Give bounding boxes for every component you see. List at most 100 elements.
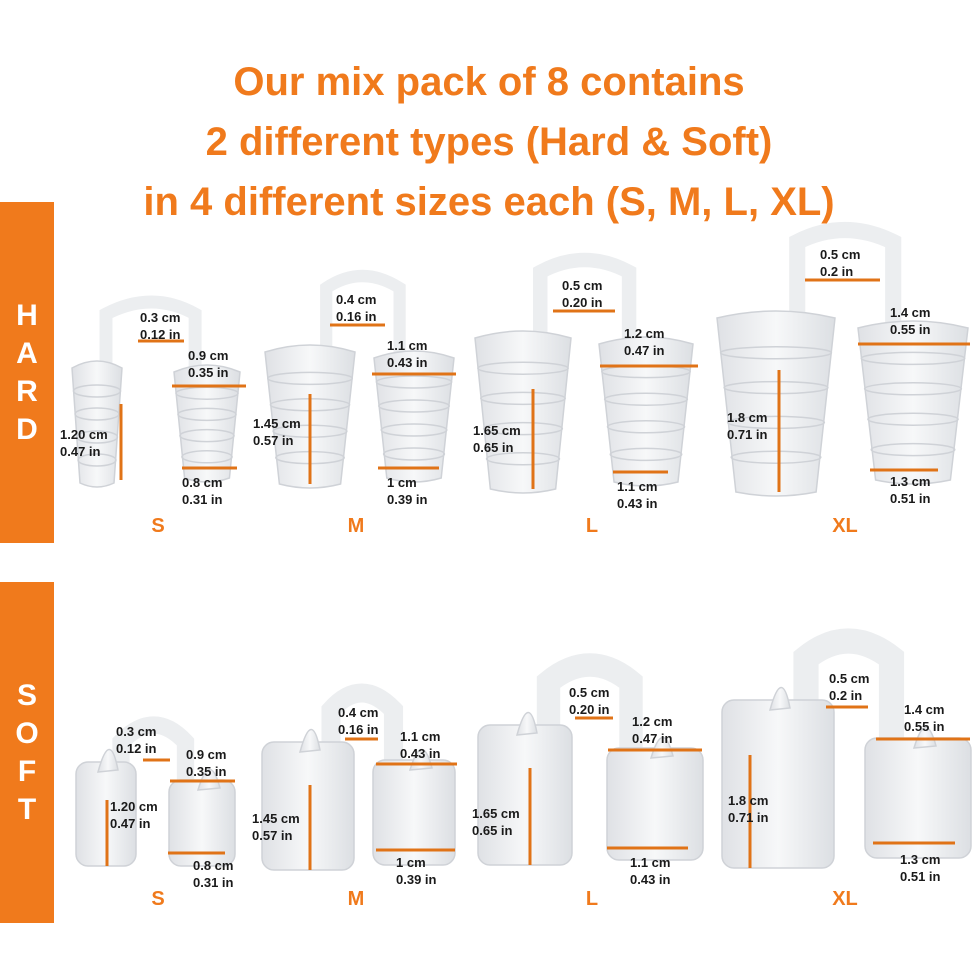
hard-ring bbox=[606, 420, 686, 434]
hard-size-m: M bbox=[347, 515, 365, 537]
hard-letter: D bbox=[16, 412, 38, 446]
hard-section-tab: H A R D bbox=[0, 202, 54, 543]
hard-s-bottom-dim: 0.8 cm 0.31 in bbox=[182, 475, 223, 507]
hard-ring bbox=[378, 399, 450, 413]
soft-vertical-label: S O F T bbox=[0, 582, 54, 923]
hard-size-s: S bbox=[151, 515, 165, 537]
hard-ring bbox=[177, 407, 237, 422]
hard-size-l: L bbox=[585, 515, 599, 537]
hard-ring bbox=[867, 412, 959, 426]
soft-letter: O bbox=[15, 716, 39, 750]
hard-s-top-dim: 0.3 cm 0.12 in bbox=[140, 310, 181, 342]
soft-left-tip bbox=[96, 748, 119, 773]
soft-section-tab: S O F T bbox=[0, 582, 54, 923]
soft-size-l: L bbox=[585, 888, 599, 910]
soft-xl-bottom-dim: 1.3 cm 0.51 in bbox=[900, 852, 941, 884]
soft-letter: S bbox=[16, 678, 37, 712]
soft-s-right-dim: 0.9 cm 0.35 in bbox=[186, 747, 227, 779]
hard-devices bbox=[71, 222, 969, 497]
hard-l-top-dim: 0.5 cm 0.20 in bbox=[562, 278, 603, 310]
soft-left-tip bbox=[768, 686, 791, 711]
hard-size-xl: XL bbox=[832, 515, 858, 537]
soft-letter: T bbox=[17, 792, 37, 826]
soft-left-sleeve bbox=[477, 724, 573, 866]
hard-m-right-dim: 1.1 cm 0.43 in bbox=[387, 338, 428, 370]
hard-ring bbox=[860, 351, 966, 366]
soft-l-top-dim: 0.5 cm 0.20 in bbox=[569, 685, 610, 717]
soft-xl-height-dim: 1.8 cm 0.71 in bbox=[728, 793, 769, 825]
hard-l-height-dim: 1.65 cm 0.65 in bbox=[473, 423, 521, 455]
soft-letter: F bbox=[17, 754, 37, 788]
headline: Our mix pack of 8 contains 2 different t… bbox=[0, 52, 978, 232]
hard-right-cone bbox=[598, 336, 694, 487]
soft-size-m: M bbox=[347, 888, 365, 910]
soft-m-height-dim: 1.45 cm 0.57 in bbox=[252, 811, 300, 843]
hard-xl-bottom-dim: 1.3 cm 0.51 in bbox=[890, 474, 931, 506]
hard-ring bbox=[485, 452, 561, 466]
soft-m-bottom-dim: 1 cm 0.39 in bbox=[396, 855, 437, 887]
soft-left-sleeve bbox=[261, 741, 355, 871]
hard-m-bottom-dim: 1 cm 0.39 in bbox=[387, 475, 428, 507]
measurement-lines bbox=[105, 278, 970, 870]
soft-xl-right-dim: 1.4 cm 0.55 in bbox=[904, 702, 945, 734]
hard-s-right-dim: 0.9 cm 0.35 in bbox=[188, 348, 229, 380]
hard-ring bbox=[480, 391, 566, 406]
hard-bridge bbox=[789, 222, 902, 334]
soft-bridge bbox=[793, 628, 905, 738]
hard-letter: A bbox=[16, 336, 38, 370]
soft-m-top-dim: 0.4 cm 0.16 in bbox=[338, 705, 379, 737]
hard-vertical-label: H A R D bbox=[0, 202, 54, 543]
soft-size-s: S bbox=[151, 888, 165, 910]
soft-bridge bbox=[536, 653, 643, 748]
hard-ring bbox=[375, 375, 453, 389]
hard-ring bbox=[266, 371, 354, 386]
soft-bridge bbox=[321, 683, 404, 760]
hard-letter: R bbox=[16, 374, 38, 408]
hard-ring bbox=[477, 361, 569, 375]
hard-ring bbox=[179, 428, 235, 443]
hard-xl-right-dim: 1.4 cm 0.55 in bbox=[890, 305, 931, 337]
hard-ring bbox=[74, 407, 120, 421]
hard-s-height-dim: 1.20 cm 0.47 in bbox=[60, 427, 108, 459]
hard-left-cone bbox=[474, 330, 572, 494]
hard-ring bbox=[870, 442, 956, 457]
hard-bridge bbox=[320, 269, 406, 364]
soft-xl-top-dim: 0.5 cm 0.2 in bbox=[829, 671, 870, 703]
soft-m-right-dim: 1.1 cm 0.43 in bbox=[400, 729, 441, 761]
hard-ring bbox=[181, 450, 233, 464]
hard-bridge bbox=[533, 252, 637, 350]
hard-xl-height-dim: 1.8 cm 0.71 in bbox=[727, 410, 768, 442]
hard-m-top-dim: 0.4 cm 0.16 in bbox=[336, 292, 377, 324]
hard-l-right-dim: 1.2 cm 0.47 in bbox=[624, 326, 665, 358]
soft-l-height-dim: 1.65 cm 0.65 in bbox=[472, 806, 520, 838]
soft-left-tip bbox=[298, 728, 321, 753]
soft-left-tip bbox=[515, 711, 538, 736]
hard-left-cone bbox=[716, 310, 836, 497]
hard-ring bbox=[482, 421, 564, 436]
soft-bridge bbox=[112, 716, 195, 780]
soft-s-top-dim: 0.3 cm 0.12 in bbox=[116, 724, 157, 756]
hard-ring bbox=[609, 447, 683, 462]
hard-ring bbox=[77, 453, 117, 467]
headline-line-2: 2 different types (Hard & Soft) bbox=[205, 120, 773, 164]
hard-ring bbox=[382, 447, 446, 461]
soft-s-bottom-dim: 0.8 cm 0.31 in bbox=[193, 858, 234, 890]
hard-ring bbox=[75, 430, 119, 444]
soft-right-sleeve bbox=[864, 737, 972, 859]
headline-line-1: Our mix pack of 8 contains bbox=[233, 60, 745, 104]
hard-right-cone bbox=[173, 364, 241, 483]
hard-bridge bbox=[99, 295, 202, 378]
soft-l-right-dim: 1.2 cm 0.47 in bbox=[632, 714, 673, 746]
hard-ring bbox=[380, 423, 448, 437]
soft-left-sleeve bbox=[721, 699, 835, 869]
soft-s-height-dim: 1.20 cm 0.47 in bbox=[110, 799, 158, 831]
hard-left-cone bbox=[71, 360, 123, 488]
hard-right-cone bbox=[857, 320, 969, 485]
hard-l-bottom-dim: 1.1 cm 0.43 in bbox=[617, 479, 658, 511]
hard-letter: H bbox=[16, 298, 38, 332]
hard-xl-top-dim: 0.5 cm 0.2 in bbox=[820, 247, 861, 279]
hard-ring bbox=[726, 415, 826, 430]
soft-right-sleeve bbox=[606, 747, 704, 861]
hard-ring bbox=[723, 380, 829, 395]
